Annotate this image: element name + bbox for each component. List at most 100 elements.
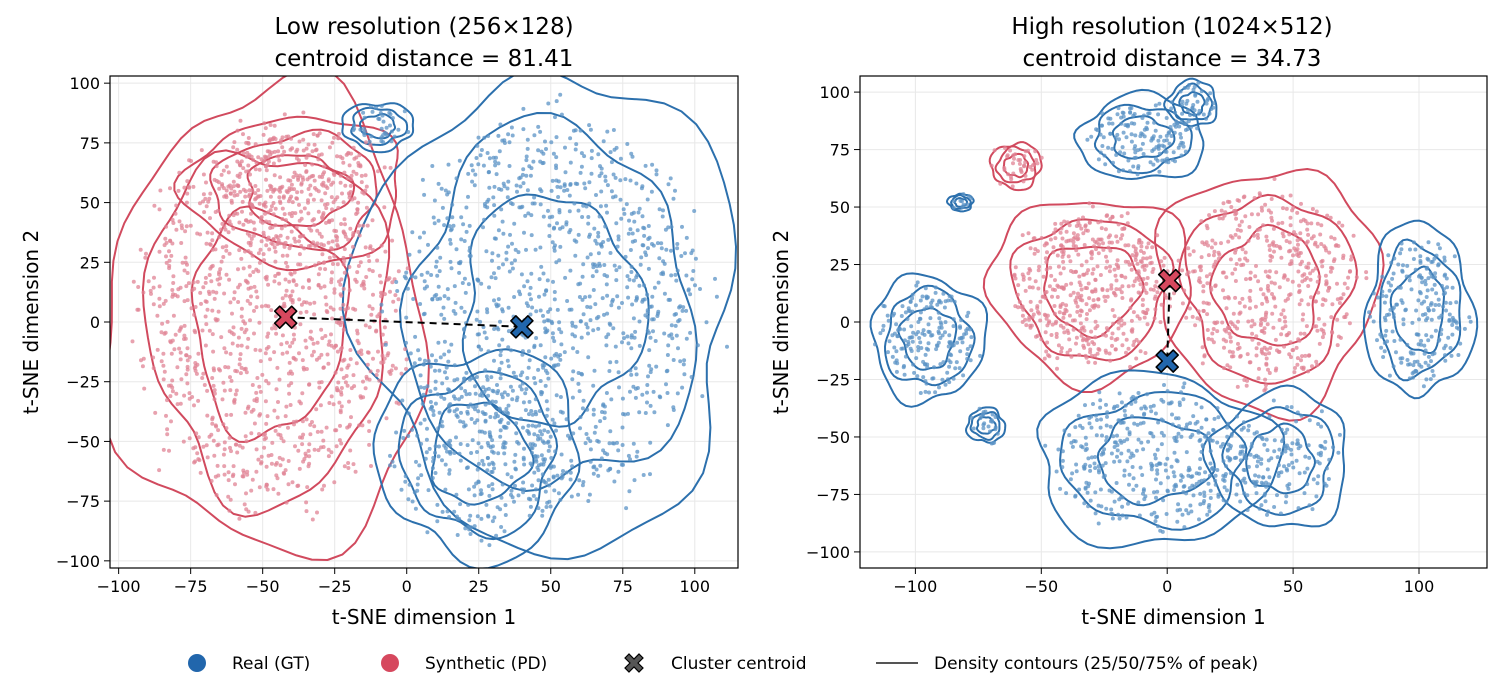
data-point [242, 502, 247, 507]
data-point [666, 182, 671, 187]
real-points [351, 103, 411, 145]
data-point [461, 222, 466, 227]
data-point [522, 462, 527, 467]
data-point [1398, 285, 1403, 290]
data-point [1178, 507, 1183, 512]
data-point [918, 298, 923, 303]
data-point [693, 256, 698, 261]
data-point [571, 431, 576, 436]
data-point [1119, 400, 1124, 405]
data-point [1089, 353, 1094, 358]
data-point [1439, 332, 1444, 337]
data-point [1158, 481, 1163, 486]
data-point [1238, 458, 1243, 463]
data-point [315, 340, 320, 345]
data-point [430, 297, 435, 301]
data-point [532, 376, 537, 380]
data-point [1212, 416, 1217, 421]
data-point [229, 200, 234, 205]
data-point [462, 309, 467, 314]
data-point [278, 199, 282, 204]
data-point [228, 375, 232, 380]
data-point [1087, 421, 1092, 426]
data-point [1153, 456, 1158, 461]
data-point [491, 155, 496, 160]
data-point [1394, 302, 1399, 307]
data-point [599, 243, 604, 247]
data-point [1074, 335, 1079, 340]
data-point [1039, 337, 1044, 342]
data-point [1316, 290, 1321, 295]
data-point [307, 454, 312, 459]
data-point [1298, 231, 1303, 236]
data-point [1434, 253, 1439, 258]
data-point [1163, 293, 1168, 298]
data-point [266, 331, 271, 336]
data-point [273, 314, 278, 319]
data-point [256, 188, 261, 193]
data-point [536, 478, 541, 483]
data-point [479, 516, 484, 521]
data-point [1079, 287, 1084, 292]
data-point [520, 352, 525, 357]
data-point [1305, 239, 1310, 244]
data-point [930, 305, 935, 310]
data-point [1111, 321, 1116, 326]
data-point [315, 510, 319, 515]
data-point [1387, 373, 1392, 378]
data-point [1136, 290, 1141, 295]
data-point [493, 159, 498, 164]
data-point [1146, 439, 1151, 444]
data-point [1127, 169, 1132, 174]
data-point [575, 350, 580, 354]
data-point [618, 156, 623, 161]
data-point [339, 222, 344, 226]
data-point [1122, 408, 1127, 413]
data-point [554, 260, 559, 265]
data-point [921, 375, 926, 380]
data-point [676, 346, 680, 351]
data-point [1253, 304, 1258, 309]
data-point [525, 137, 530, 142]
data-point [1013, 276, 1018, 281]
data-point [486, 386, 491, 391]
data-point [668, 176, 673, 181]
data-point [1016, 283, 1021, 288]
data-point [1419, 275, 1424, 280]
x-tick-label: −50 [246, 577, 280, 596]
data-point [1322, 244, 1327, 249]
data-point [297, 239, 301, 244]
data-point [1426, 276, 1431, 281]
data-point [200, 376, 205, 380]
data-point [1272, 249, 1276, 254]
data-point [306, 211, 311, 216]
data-point [1182, 288, 1187, 293]
data-point [135, 307, 140, 312]
data-point [1151, 287, 1156, 292]
data-point [648, 304, 653, 309]
data-point [1228, 471, 1233, 476]
data-point [264, 378, 269, 383]
data-point [558, 185, 563, 190]
data-point [388, 112, 393, 117]
data-point [548, 434, 553, 439]
data-point [1073, 425, 1078, 430]
data-point [1036, 268, 1041, 273]
data-point [1099, 417, 1103, 422]
data-point [1021, 179, 1026, 184]
data-point [1105, 259, 1110, 264]
data-point [1287, 240, 1292, 245]
data-point [263, 211, 267, 216]
data-point [392, 464, 397, 469]
data-point [287, 391, 292, 396]
data-point [1058, 271, 1063, 276]
data-point [315, 228, 320, 233]
data-point [431, 459, 436, 464]
data-point [554, 166, 559, 171]
data-point [447, 450, 452, 455]
data-point [231, 179, 236, 184]
data-point [1297, 288, 1302, 293]
data-point [276, 238, 281, 243]
data-point [473, 407, 477, 412]
data-point [350, 197, 355, 202]
